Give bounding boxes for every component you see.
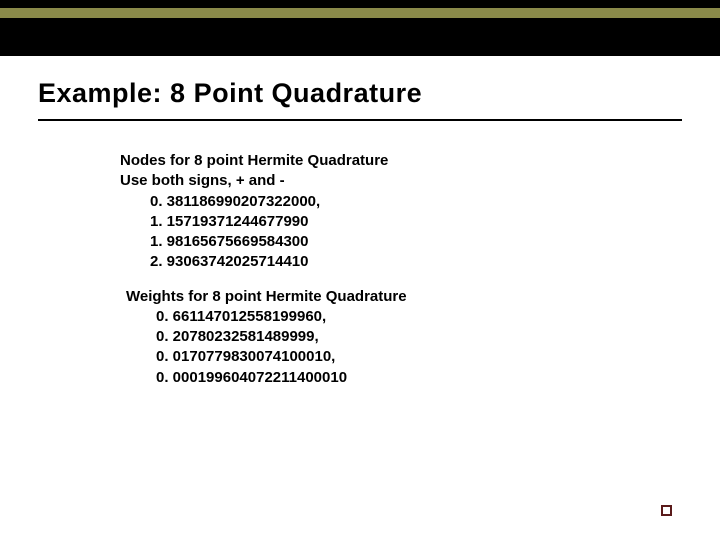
nodes-subheading: Use both signs, + and -	[120, 171, 682, 191]
weights-section: Weights for 8 point Hermite Quadrature 0…	[126, 287, 682, 388]
weight-value: 0. 661147012558199960,	[156, 307, 682, 327]
slide-content: Example: 8 Point Quadrature Nodes for 8 …	[38, 78, 682, 388]
top-bar	[0, 0, 720, 56]
slide-body: Nodes for 8 point Hermite Quadrature Use…	[120, 151, 682, 388]
nodes-heading: Nodes for 8 point Hermite Quadrature	[120, 151, 682, 171]
node-value: 0. 381186990207322000,	[150, 192, 682, 212]
weight-value: 0. 000199604072211400010	[156, 368, 682, 388]
nodes-values: 0. 381186990207322000, 1. 15719371244677…	[150, 192, 682, 273]
weights-values: 0. 661147012558199960, 0. 20780232581489…	[156, 307, 682, 388]
node-value: 1. 98165675669584300	[150, 232, 682, 252]
corner-marker-icon	[661, 505, 672, 516]
nodes-section: Nodes for 8 point Hermite Quadrature Use…	[120, 151, 682, 273]
weight-value: 0. 0170779830074100010,	[156, 347, 682, 367]
slide-title: Example: 8 Point Quadrature	[38, 78, 682, 121]
node-value: 1. 15719371244677990	[150, 212, 682, 232]
weights-heading: Weights for 8 point Hermite Quadrature	[126, 287, 682, 307]
accent-stripe	[0, 8, 720, 18]
weight-value: 0. 20780232581489999,	[156, 327, 682, 347]
node-value: 2. 93063742025714410	[150, 252, 682, 272]
